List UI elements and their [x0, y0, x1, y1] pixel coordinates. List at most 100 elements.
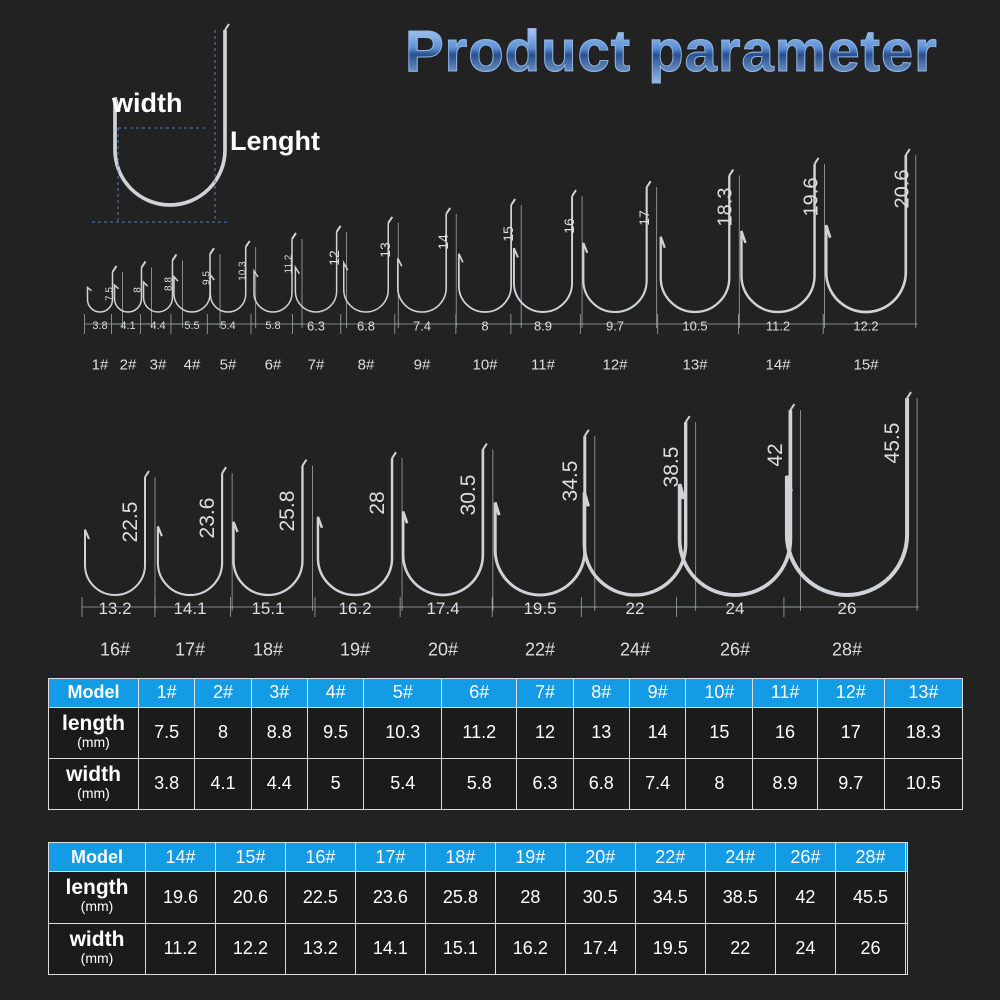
hook-model-label: 18#: [252, 639, 284, 660]
width-label: width: [112, 88, 183, 118]
table-cell: 12.2: [214, 922, 286, 975]
table-cell: 15#: [214, 841, 286, 873]
hook-length-label: 13: [377, 241, 394, 258]
table-cell: 23.6: [354, 871, 426, 924]
hook-width-label: 8: [481, 318, 489, 334]
table-row: Model 14# 15# 16# 17# 18# 19# 20# 22# 24# 26# 28#: [48, 841, 909, 873]
hook-width-label: 4.1: [120, 320, 136, 332]
table-cell: 30.5: [564, 871, 636, 924]
unit-label: (mm): [80, 949, 114, 966]
table-cell: 1#: [137, 678, 196, 708]
hook-model-label: 16#: [99, 639, 131, 660]
table-cell: 3#: [250, 678, 308, 708]
hook-width-label: 11.2: [765, 318, 791, 334]
table-row: width (mm) 3.8 4.1 4.4 5 5.4 5.8 6.3 6.8 7.4 8 8.9 9.…: [48, 757, 964, 811]
hook-2#: [113, 260, 147, 313]
hook-19#: [316, 451, 397, 597]
hook-6#: [253, 232, 297, 313]
hook-model-label: 2#: [119, 356, 137, 374]
row-header-label: width: [69, 927, 125, 951]
hook-15#: [824, 148, 911, 314]
table-cell: 45.5: [834, 871, 906, 924]
table-cell: 7.4: [628, 757, 687, 811]
table-cell: 3.8: [137, 757, 196, 811]
table-cell: 38.5: [704, 871, 776, 924]
table-cell: 16#: [284, 841, 356, 873]
hook-width-label: 8.9: [533, 318, 553, 334]
table-cell: 10.3: [363, 706, 443, 759]
row-header: length (mm): [48, 706, 139, 759]
hook-model-label: 14#: [765, 356, 791, 374]
hook-width-label: 26: [837, 599, 857, 618]
table-cell: 20.6: [214, 871, 286, 924]
table-cell: [904, 922, 909, 975]
table-cell: 5.8: [441, 757, 518, 811]
hook-model-label: 22#: [524, 639, 556, 660]
hook-model-label: 26#: [719, 639, 751, 660]
hook-width-label: 22: [625, 599, 645, 618]
spec-table-1: Model 1# 2# 3# 4# 5# 6# 7# 8# 9# 10# 11# 12# 13# lengt…: [48, 678, 964, 811]
table-cell: 24#: [704, 841, 776, 873]
page-title: Product parameter: [405, 19, 938, 85]
hook-12#: [582, 180, 652, 314]
hook-4#: [173, 247, 215, 313]
hook-18#: [232, 459, 308, 597]
hook-length-label: 30.5: [456, 474, 480, 515]
hook-model-label: 15#: [853, 356, 879, 374]
row-header-label: Model: [67, 682, 120, 703]
row-header-label: length: [65, 876, 129, 900]
hook-model-label: 4#: [183, 356, 201, 374]
hook-model-label: 24#: [619, 639, 651, 660]
table-cell: 18#: [424, 841, 496, 873]
hook-24#: [582, 415, 691, 597]
hook-model-label: 10#: [472, 356, 498, 374]
hook-model-label: 9#: [413, 356, 431, 374]
table-cell: 18.3: [883, 706, 964, 759]
table-cell: 16.2: [494, 922, 566, 975]
table-cell: 26#: [774, 841, 836, 873]
hook-width-label: 15.1: [251, 599, 285, 618]
hook-length-label: 38.5: [659, 446, 683, 488]
table-cell: 8#: [572, 678, 630, 708]
table-cell: 22.5: [284, 871, 356, 924]
hook-length-label: 19.6: [800, 177, 823, 217]
hook-11#: [512, 189, 577, 313]
table-cell: 14#: [145, 841, 216, 873]
hook-16#: [84, 470, 150, 596]
hook-length-label: 22.5: [119, 501, 142, 543]
hook-length-label: 10.3: [237, 261, 249, 282]
hook-length-label: 16: [561, 217, 578, 234]
table-cell: 26: [834, 922, 906, 975]
table-row: length (mm) 19.6 20.6 22.5 23.6 25.8 28 30.5 34.5…: [48, 871, 909, 924]
table-cell: 6#: [441, 678, 518, 708]
hook-width-label: 7.4: [412, 318, 432, 334]
hook-width-label: 9.7: [605, 318, 625, 334]
hook-width-label: 5.4: [220, 320, 236, 332]
table-cell: 8.8: [250, 706, 308, 759]
hook-model-label: 6#: [264, 356, 282, 374]
hook-model-label: 3#: [149, 356, 167, 374]
unit-label: (mm): [80, 898, 114, 915]
hook-17#: [156, 466, 227, 597]
table-cell: 9.5: [306, 706, 365, 759]
table-cell: 7#: [516, 678, 574, 708]
row-header-label: length: [62, 711, 125, 735]
hook-width-label: 5.5: [184, 320, 200, 332]
table-cell: 22#: [634, 841, 706, 873]
table-cell: 13: [572, 706, 630, 759]
hook-width-label: 4.4: [150, 320, 166, 332]
hook-model-label: 17#: [174, 639, 206, 660]
table-cell: 12#: [816, 678, 885, 708]
table-cell: 17#: [354, 841, 426, 873]
hook-model-label: 13#: [682, 356, 708, 374]
hook-13#: [659, 169, 735, 314]
table-cell: 14.1: [354, 922, 426, 975]
table-cell: 8.9: [752, 757, 818, 811]
table-cell: 11.2: [145, 922, 216, 975]
table-cell: 17.4: [564, 922, 636, 975]
table-cell: 6.8: [572, 757, 630, 811]
hook-width-label: 12.2: [853, 318, 879, 334]
hook-28#: [784, 391, 912, 597]
hook-model-label: 7#: [307, 356, 325, 374]
table-cell: 20#: [564, 841, 636, 873]
